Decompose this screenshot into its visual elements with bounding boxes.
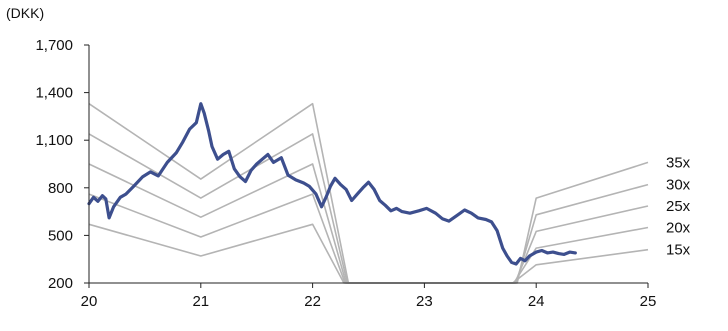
x-tick-label: 23 (416, 293, 433, 310)
x-tick-label: 25 (640, 293, 657, 310)
band-label-25x: 25x (666, 198, 691, 215)
pe-band-lines (88, 102, 649, 284)
band-labels: 35x 30x 25x 20x 15x (666, 154, 691, 258)
price-series (87, 102, 577, 266)
y-tick-label: 1,400 (35, 85, 73, 102)
x-axis-ticks: 20 21 22 23 24 25 (81, 283, 657, 310)
y-tick-label: 200 (48, 275, 73, 292)
band-line-35x (88, 102, 649, 284)
x-tick-label: 22 (304, 293, 321, 310)
price-line (87, 102, 577, 266)
y-tick-label: 1,100 (35, 132, 73, 149)
x-tick-label: 21 (192, 293, 209, 310)
band-label-35x: 35x (666, 154, 691, 171)
band-label-15x: 15x (666, 242, 691, 259)
axes (88, 45, 648, 284)
y-tick-label: 1,700 (35, 37, 73, 54)
y-axis-ticks: 200 500 800 1,100 1,400 1,700 (35, 37, 89, 292)
y-unit-label: (DKK) (6, 5, 44, 21)
band-label-20x: 20x (666, 219, 691, 236)
band-label-30x: 30x (666, 177, 691, 194)
x-tick-label: 20 (81, 293, 98, 310)
y-tick-label: 500 (48, 227, 73, 244)
y-tick-label: 800 (48, 180, 73, 197)
x-tick-label: 24 (528, 293, 545, 310)
